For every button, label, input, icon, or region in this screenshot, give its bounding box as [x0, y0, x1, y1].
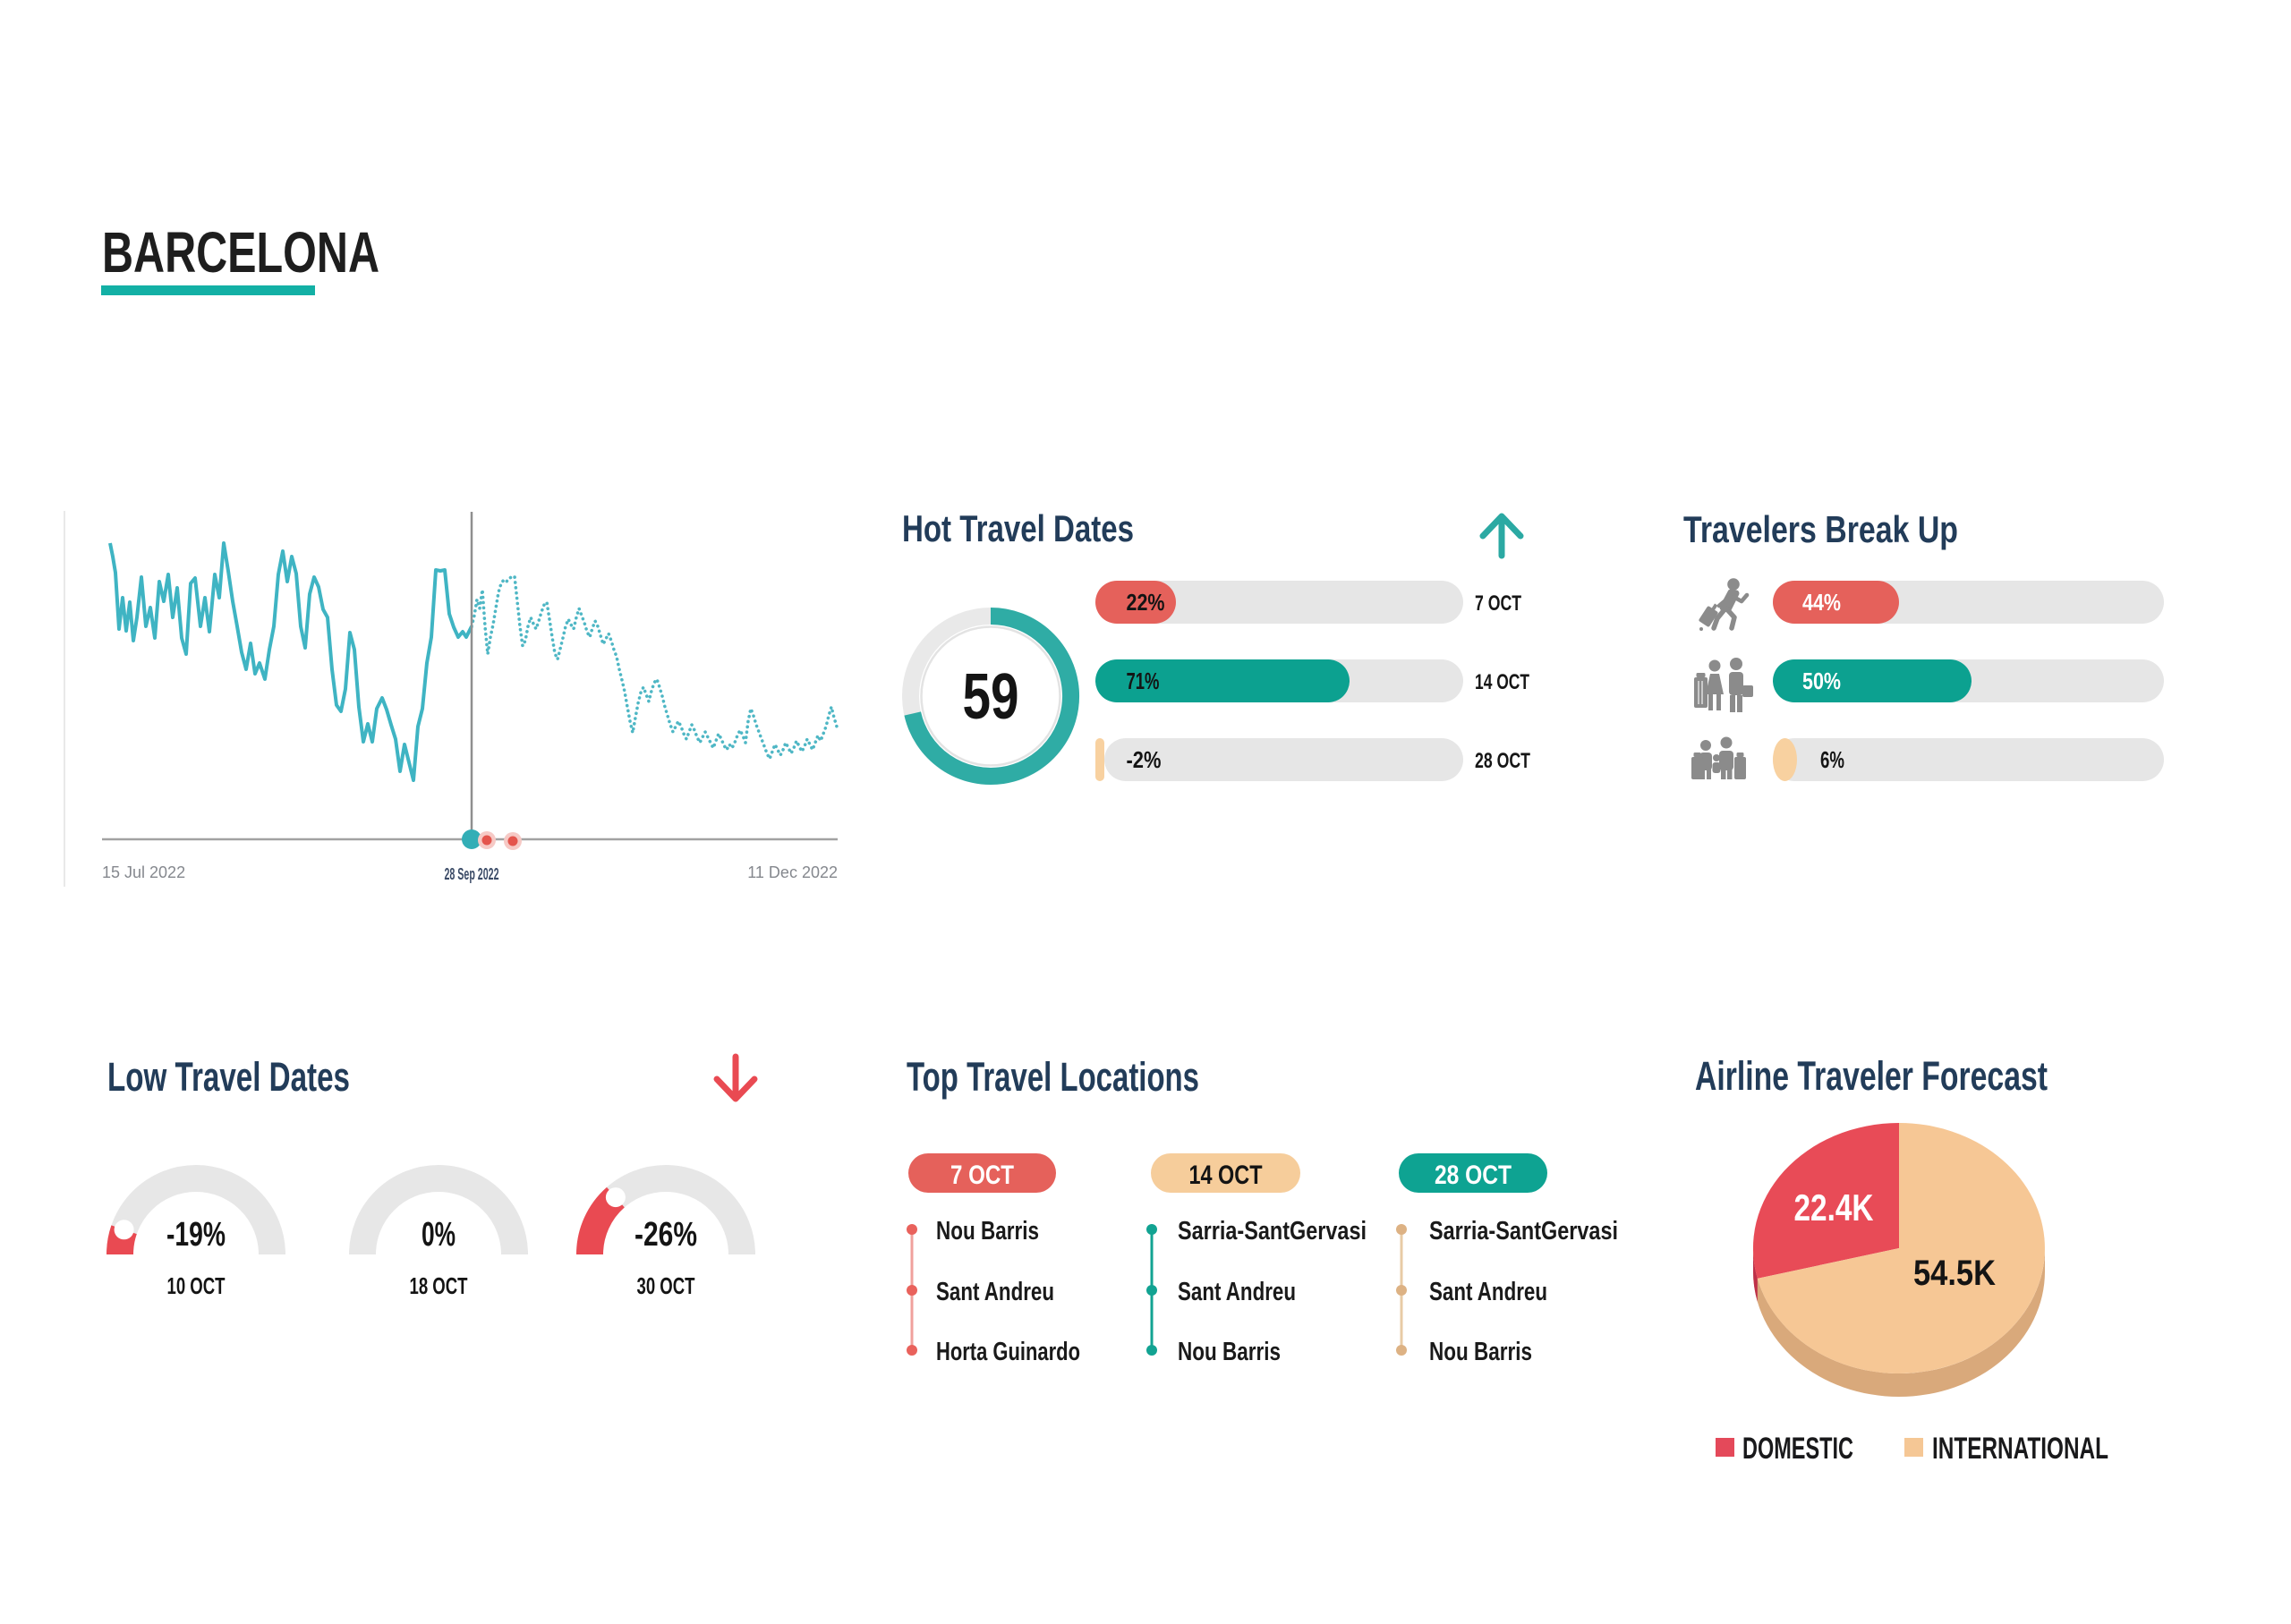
svg-text:71%: 71% — [1127, 667, 1160, 694]
svg-text:Nou Barris: Nou Barris — [936, 1217, 1039, 1246]
svg-text:Travelers Break Up: Travelers Break Up — [1683, 508, 1958, 550]
svg-text:28 Sep 2022: 28 Sep 2022 — [445, 865, 499, 883]
svg-text:Horta Guinardo: Horta Guinardo — [936, 1338, 1080, 1366]
svg-text:30 OCT: 30 OCT — [637, 1272, 695, 1299]
svg-text:Sant Andreu: Sant Andreu — [936, 1278, 1054, 1306]
svg-text:6%: 6% — [1820, 746, 1844, 773]
svg-text:Nou Barris: Nou Barris — [1429, 1338, 1532, 1366]
svg-text:-19%: -19% — [166, 1216, 226, 1254]
svg-text:22.4K: 22.4K — [1794, 1186, 1874, 1229]
svg-text:Sarria-SantGervasi: Sarria-SantGervasi — [1178, 1217, 1367, 1246]
svg-text:Sant Andreu: Sant Andreu — [1178, 1278, 1296, 1306]
svg-text:INTERNATIONAL: INTERNATIONAL — [1932, 1432, 2108, 1466]
svg-text:Low Travel Dates: Low Travel Dates — [107, 1054, 350, 1100]
svg-text:28 OCT: 28 OCT — [1475, 749, 1530, 773]
svg-text:14 OCT: 14 OCT — [1189, 1161, 1263, 1190]
svg-text:Hot Travel Dates: Hot Travel Dates — [902, 507, 1134, 549]
svg-text:DOMESTIC: DOMESTIC — [1742, 1432, 1853, 1466]
svg-text:59: 59 — [963, 661, 1019, 733]
svg-text:50%: 50% — [1802, 667, 1841, 694]
svg-text:7 OCT: 7 OCT — [950, 1161, 1014, 1190]
svg-text:18 OCT: 18 OCT — [410, 1272, 468, 1299]
svg-text:-26%: -26% — [634, 1216, 697, 1254]
svg-text:28 OCT: 28 OCT — [1435, 1161, 1512, 1190]
svg-text:11 Dec 2022: 11 Dec 2022 — [747, 863, 838, 881]
svg-text:0%: 0% — [422, 1216, 456, 1254]
svg-text:Airline Traveler Forecast: Airline Traveler Forecast — [1695, 1053, 2048, 1099]
svg-text:10 OCT: 10 OCT — [167, 1272, 226, 1299]
svg-text:Sant Andreu: Sant Andreu — [1429, 1278, 1547, 1306]
svg-text:15 Jul 2022: 15 Jul 2022 — [102, 863, 185, 881]
svg-text:Top Travel Locations: Top Travel Locations — [907, 1054, 1199, 1100]
svg-text:44%: 44% — [1802, 589, 1841, 616]
svg-text:-2%: -2% — [1127, 746, 1162, 773]
svg-text:22%: 22% — [1127, 589, 1165, 616]
svg-text:Sarria-SantGervasi: Sarria-SantGervasi — [1429, 1217, 1618, 1246]
svg-text:14 OCT: 14 OCT — [1475, 670, 1529, 694]
svg-text:BARCELONA: BARCELONA — [102, 220, 379, 285]
svg-text:7 OCT: 7 OCT — [1475, 591, 1521, 616]
svg-text:54.5K: 54.5K — [1913, 1254, 1996, 1293]
svg-text:Nou Barris: Nou Barris — [1178, 1338, 1281, 1366]
